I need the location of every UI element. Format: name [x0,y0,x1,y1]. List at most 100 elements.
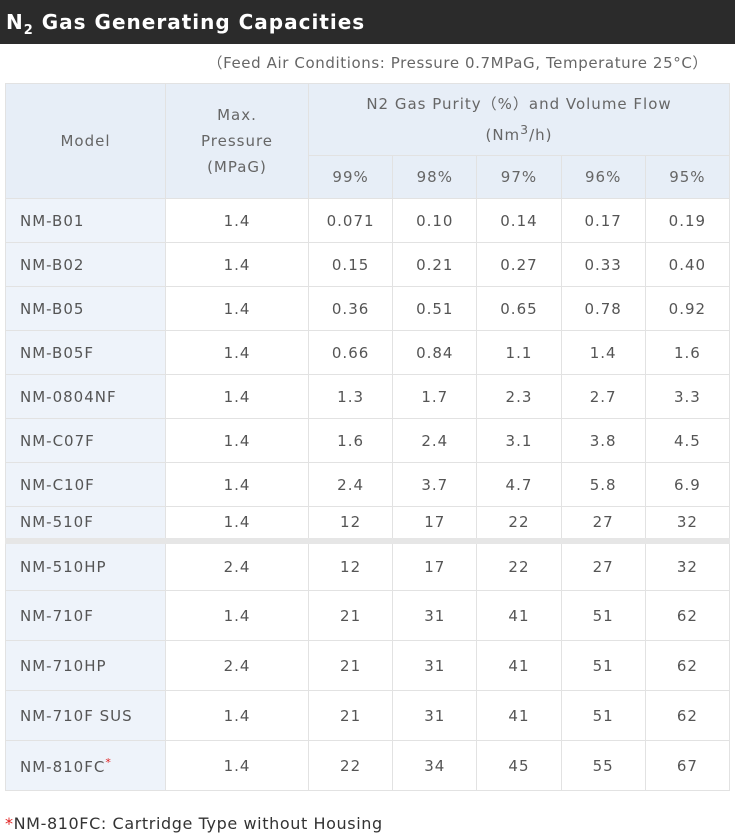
header-cell: 98% [392,155,478,199]
header-cell: 97% [476,155,562,199]
value-cell: 2.7 [560,374,646,419]
value-cell: 22 [476,540,562,591]
value-cell: 1.6 [307,418,394,463]
footnote-mark: * [105,755,112,769]
value-cell: 17 [392,540,478,591]
value-cell: 0.65 [476,286,562,331]
value-cell: 1.4 [165,242,309,287]
value-cell: 31 [392,590,478,641]
value-cell: 41 [476,640,562,691]
value-cell: 1.6 [644,330,731,375]
value-cell: 6.9 [644,462,731,507]
title-sub: 2 [23,23,34,38]
value-cell: 4.7 [476,462,562,507]
value-cell: 1.4 [165,740,309,791]
value-cell: 0.92 [644,286,731,331]
value-cell: 3.1 [476,418,562,463]
value-cell: 1.4 [165,330,309,375]
value-cell: 27 [560,540,646,591]
model-cell: NM-710F [5,590,166,641]
value-cell: 1.4 [165,418,309,463]
value-cell: 0.17 [560,198,646,243]
header-text: (Nm [485,126,521,144]
header-cell: N2 Gas Purity（%）and Volume Flow (Nm3/h) [308,83,730,156]
table-row: NM-710HP 2.4 21 31 41 51 62 [5,640,731,691]
value-cell: 0.40 [644,242,731,287]
value-cell: 1.4 [165,590,309,641]
value-cell: 0.10 [392,198,478,243]
value-cell: 51 [560,590,646,641]
value-cell: 1.4 [165,286,309,331]
header-text: 3 [520,122,530,137]
value-cell: 17 [392,506,478,541]
table-row: NM-510HP 2.4 12 17 22 27 32 [5,540,731,591]
value-cell: 1.3 [307,374,394,419]
value-cell: 0.36 [307,286,394,331]
model-cell: NM-C07F [5,418,166,463]
value-cell: 0.51 [392,286,478,331]
value-cell: 0.66 [307,330,394,375]
table-row: NM-B05F 1.4 0.66 0.84 1.1 1.4 1.6 [5,330,731,375]
value-cell: 67 [644,740,731,791]
value-cell: 51 [560,690,646,741]
value-cell: 0.78 [560,286,646,331]
header-text: N2 Gas Purity（%）and Volume Flow [366,95,672,113]
header-cell: 95% [644,155,731,199]
model-cell: NM-B05 [5,286,166,331]
value-cell: 45 [476,740,562,791]
model-cell: NM-810FC* [5,740,166,791]
value-cell: 2.4 [165,640,309,691]
header-cell: Model [5,83,166,199]
value-cell: 0.071 [307,198,394,243]
value-cell: 1.1 [476,330,562,375]
table-row: NM-C10F 1.4 2.4 3.7 4.7 5.8 6.9 [5,462,731,507]
model-cell: NM-B01 [5,198,166,243]
value-cell: 22 [307,740,394,791]
value-cell: 2.4 [392,418,478,463]
value-cell: 1.4 [165,374,309,419]
value-cell: 27 [560,506,646,541]
value-cell: 62 [644,690,731,741]
value-cell: 0.19 [644,198,731,243]
value-cell: 0.21 [392,242,478,287]
model-cell: NM-510F [5,506,166,541]
value-cell: 32 [644,506,731,541]
footnote-mark: * [5,814,14,833]
header-cell: 96% [560,155,646,199]
value-cell: 62 [644,590,731,641]
value-cell: 0.27 [476,242,562,287]
value-cell: 1.4 [165,506,309,541]
table-row: NM-B02 1.4 0.15 0.21 0.27 0.33 0.40 [5,242,731,287]
value-cell: 21 [307,690,394,741]
value-cell: 4.5 [644,418,731,463]
value-cell: 1.4 [165,462,309,507]
table-row: NM-710F SUS 1.4 21 31 41 51 62 [5,690,731,741]
value-cell: 62 [644,640,731,691]
header-cell: Max. Pressure (MPaG) [165,83,309,199]
header-text: Max. Pressure (MPaG) [200,106,274,176]
value-cell: 1.4 [560,330,646,375]
value-cell: 3.3 [644,374,731,419]
note: （Feed Air Conditions: Pressure 0.7MPaG, … [207,54,708,72]
title-bar: N2 Gas Generating Capacities [0,0,735,44]
value-cell: 3.8 [560,418,646,463]
table-row: NM-710F 1.4 21 31 41 51 62 [5,590,731,641]
model-cell: NM-B05F [5,330,166,375]
table-row: NM-B05 1.4 0.36 0.51 0.65 0.78 0.92 [5,286,731,331]
value-cell: 41 [476,590,562,641]
model-cell: NM-B02 [5,242,166,287]
value-cell: 22 [476,506,562,541]
table-row: NM-0804NF 1.4 1.3 1.7 2.3 2.7 3.3 [5,374,731,419]
table-row: NM-B01 1.4 0.071 0.10 0.14 0.17 0.19 [5,198,731,243]
header-cell: 99% [307,155,394,199]
table-row: NM-510F 1.4 12 17 22 27 32 [5,506,731,541]
value-cell: 34 [392,740,478,791]
value-cell: 41 [476,690,562,741]
value-cell: 5.8 [560,462,646,507]
value-cell: 32 [644,540,731,591]
value-cell: 3.7 [392,462,478,507]
value-cell: 21 [307,640,394,691]
model-cell: NM-710HP [5,640,166,691]
value-cell: 21 [307,590,394,641]
